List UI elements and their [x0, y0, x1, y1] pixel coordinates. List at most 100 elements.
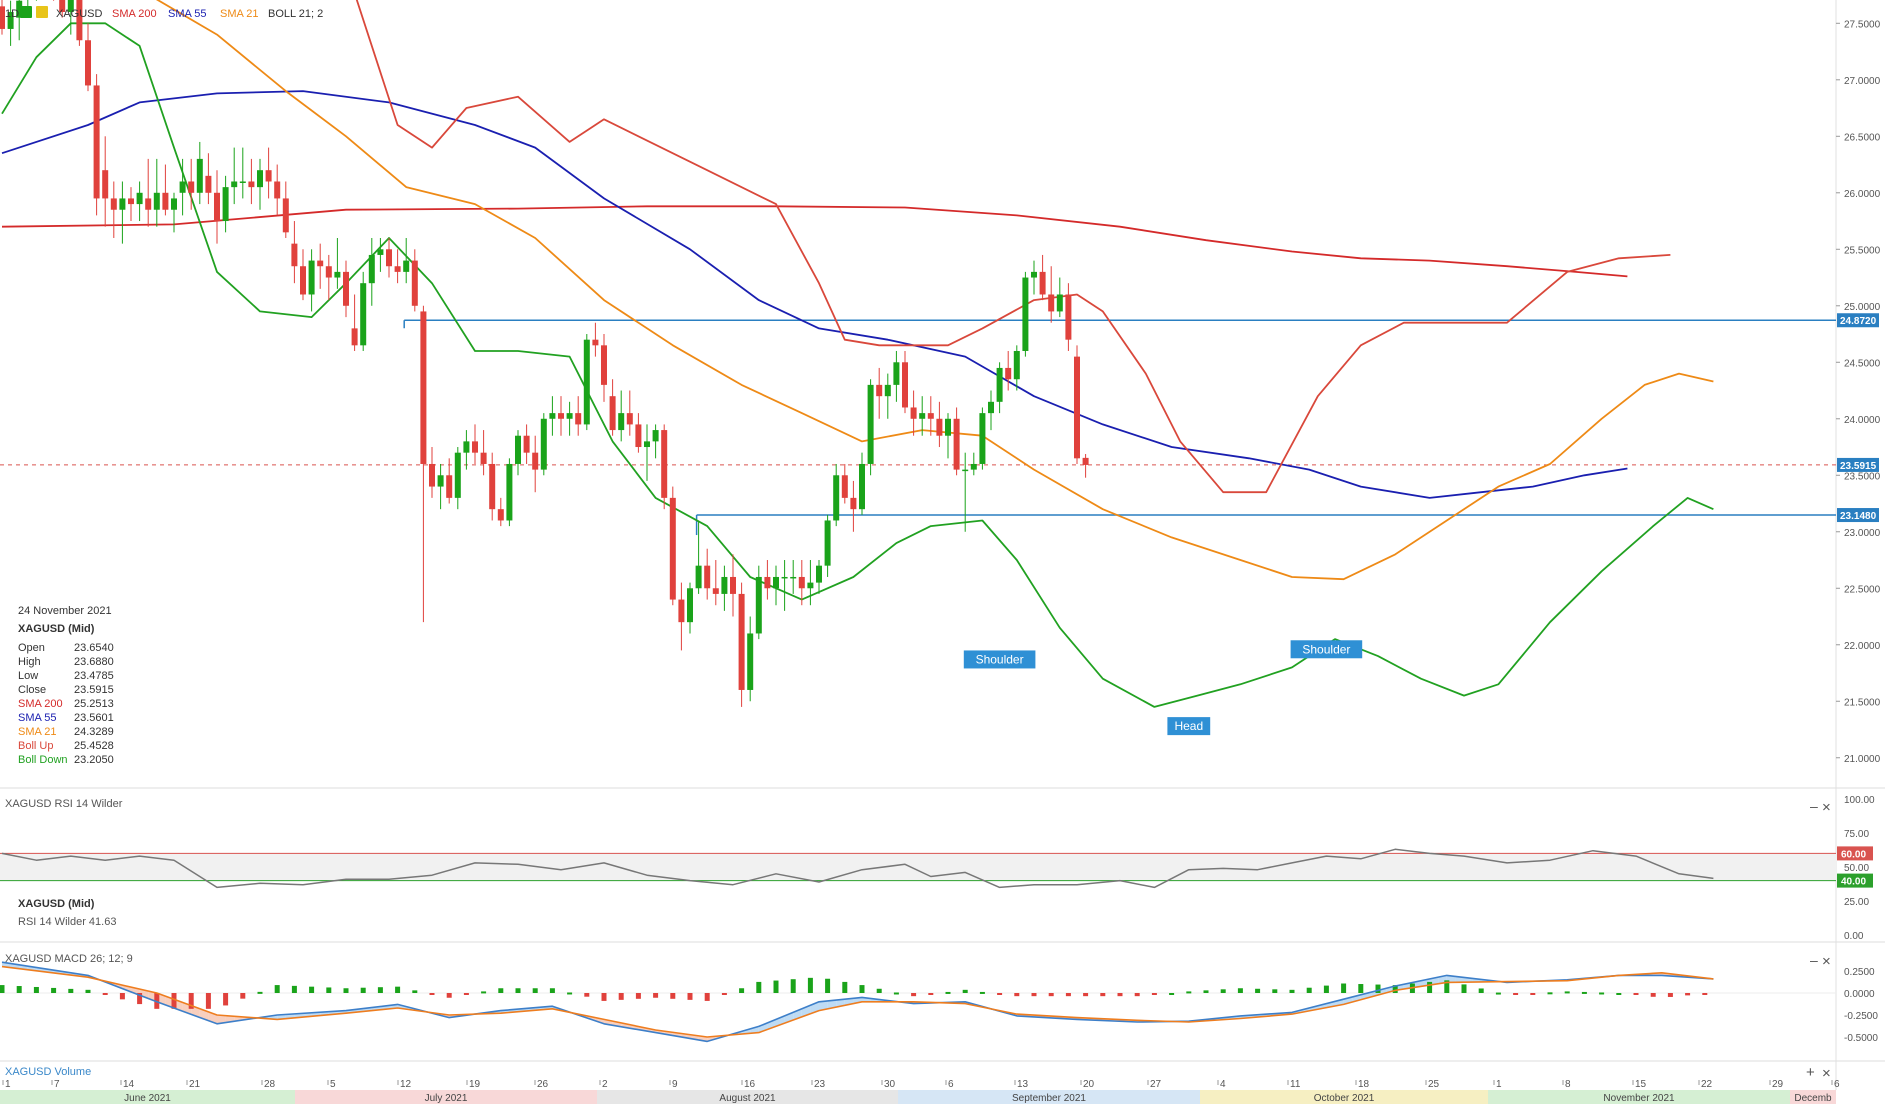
overlay-legend-item[interactable]: BOLL 21; 2 [268, 8, 323, 20]
candle-down[interactable] [1082, 457, 1089, 465]
candle-down[interactable] [93, 85, 100, 199]
candle-down[interactable] [317, 260, 324, 267]
candle-up[interactable] [988, 401, 994, 414]
macd-panel[interactable]: 0.2500 0.0000 -0.2500 -0.5000 XAGUSD MACD 26… [0, 952, 1878, 1044]
overlay-legend-item[interactable]: SMA 21 [220, 8, 259, 20]
rsi-close-button[interactable]: × [1822, 799, 1831, 816]
candle-down[interactable] [59, 0, 66, 12]
candle-down[interactable] [446, 475, 453, 498]
candle-down[interactable] [0, 6, 5, 29]
candle-up[interactable] [549, 413, 556, 419]
sma-200-line[interactable] [1, 205, 1628, 278]
candle-up[interactable] [1013, 350, 1020, 380]
boll-down-line[interactable] [1, 22, 1714, 708]
timeframe-toggle-icon[interactable] [20, 6, 32, 18]
candle-down[interactable] [282, 198, 289, 233]
candle-down[interactable] [128, 198, 134, 205]
candle-up[interactable] [979, 413, 986, 464]
candle-up[interactable] [119, 198, 126, 210]
candle-up[interactable] [919, 413, 926, 419]
candle-down[interactable] [532, 452, 539, 470]
candle-down[interactable] [902, 362, 908, 408]
candle-down[interactable] [214, 192, 220, 222]
candle-down[interactable] [386, 249, 392, 267]
candle-up[interactable] [790, 576, 797, 579]
symbol-label[interactable]: XAGUSD [56, 8, 103, 20]
rsi-title[interactable]: XAGUSD RSI 14 Wilder [5, 798, 123, 810]
candle-up[interactable] [334, 271, 341, 278]
candle-up[interactable] [308, 260, 315, 295]
candle-down[interactable] [205, 175, 212, 193]
candle-down[interactable] [145, 198, 152, 210]
candle-up[interactable] [687, 588, 693, 623]
candle-up[interactable] [231, 181, 238, 188]
rsi-panel[interactable]: 100.00 75.00 50.00 25.00 0.00 60.00 40.00 XAGUS… [0, 795, 1875, 942]
pattern-annotation-box[interactable] [963, 650, 1036, 669]
candle-down[interactable] [841, 475, 848, 498]
candle-up[interactable] [721, 576, 728, 594]
volume-add-button[interactable]: + [1806, 1064, 1815, 1081]
candle-down[interactable] [343, 271, 349, 306]
candle-up[interactable] [695, 565, 702, 589]
candle-up[interactable] [781, 576, 788, 579]
candle-down[interactable] [497, 509, 504, 521]
candle-down[interactable] [162, 192, 169, 210]
candle-down[interactable] [523, 435, 530, 453]
boll-up-line[interactable] [346, 0, 1671, 494]
candle-down[interactable] [1005, 367, 1012, 380]
pattern-annotation-box[interactable] [1290, 640, 1363, 659]
candle-down[interactable] [489, 463, 496, 510]
macd-line[interactable] [1, 961, 1714, 1043]
macd-title[interactable]: XAGUSD MACD 26; 12; 9 [5, 953, 133, 965]
volume-title[interactable]: XAGUSD Volume [5, 1066, 91, 1078]
candle-up[interactable] [368, 254, 375, 284]
candle-down[interactable] [265, 170, 272, 182]
candle-up[interactable] [515, 435, 521, 464]
candle-down[interactable] [420, 311, 427, 464]
sma-21-line[interactable] [2, 0, 1714, 581]
candle-down[interactable] [480, 452, 487, 464]
candle-down[interactable] [325, 266, 332, 278]
candle-up[interactable] [1022, 277, 1029, 351]
candle-down[interactable] [411, 260, 418, 306]
candle-up[interactable] [67, 0, 74, 13]
candle-down[interactable] [575, 413, 582, 425]
candle-up[interactable] [222, 187, 229, 222]
candle-up[interactable] [583, 339, 590, 425]
candle-up[interactable] [454, 452, 461, 498]
candle-down[interactable] [429, 463, 435, 487]
macd-signal-line[interactable] [1, 965, 1714, 1038]
candle-up[interactable] [377, 249, 384, 255]
volume-close-button[interactable]: × [1822, 1065, 1831, 1082]
rsi-minimize-button[interactable]: – [1810, 798, 1818, 814]
candle-up[interactable] [360, 283, 367, 346]
candle-down[interactable] [910, 407, 917, 419]
candle-down[interactable] [764, 576, 771, 589]
candle-down[interactable] [669, 497, 676, 600]
candle-up[interactable] [1056, 294, 1063, 312]
candle-down[interactable] [1074, 356, 1080, 459]
candle-up[interactable] [945, 418, 951, 436]
volume-panel[interactable]: XAGUSD Volume + × [5, 1064, 1831, 1082]
candle-up[interactable] [884, 384, 891, 397]
candle-down[interactable] [1065, 294, 1072, 340]
candle-up[interactable] [807, 582, 814, 589]
candle-up[interactable] [463, 441, 470, 453]
candle-down[interactable] [953, 418, 960, 470]
candle-down[interactable] [300, 266, 306, 295]
candle-up[interactable] [747, 633, 754, 690]
rsi-line[interactable] [1, 848, 1714, 889]
candle-up[interactable] [136, 192, 143, 205]
candle-down[interactable] [291, 243, 298, 267]
candle-up[interactable] [833, 475, 840, 521]
candle-down[interactable] [601, 345, 607, 385]
candle-up[interactable] [179, 181, 186, 193]
candle-up[interactable] [644, 441, 650, 448]
candle-down[interactable] [592, 339, 599, 346]
candle-down[interactable] [394, 266, 401, 272]
candle-up[interactable] [970, 463, 977, 470]
candle-down[interactable] [730, 576, 736, 594]
candle-up[interactable] [437, 475, 444, 487]
candle-up[interactable] [506, 463, 513, 521]
